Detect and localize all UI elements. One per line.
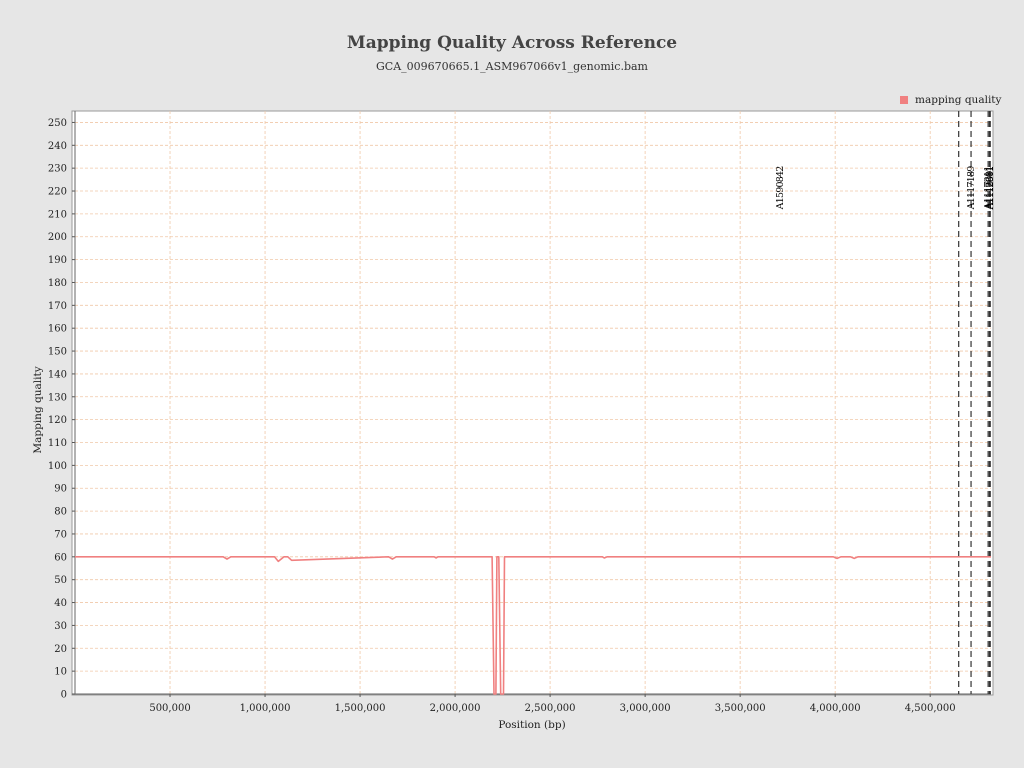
y-tick-label: 70 <box>54 529 67 540</box>
y-tick-label: 180 <box>48 278 67 289</box>
y-tick-label: 230 <box>48 164 67 175</box>
y-tick-label: 200 <box>48 232 67 243</box>
legend: mapping quality <box>900 94 1002 106</box>
y-tick-label: 150 <box>48 347 67 358</box>
y-tick-label: 110 <box>48 438 67 449</box>
y-tick-label: 130 <box>48 392 67 403</box>
x-axis-ticks: 500,000 1,000,000 1,500,000 2,000,000 2,500,… <box>75 693 991 714</box>
x-tick-label: 4,500,000 <box>905 703 956 714</box>
y-axis-label: Mapping quality <box>32 366 44 453</box>
legend-swatch <box>900 96 908 104</box>
legend-label: mapping quality <box>915 94 1002 106</box>
annotation-label: A1112811 <box>985 167 996 211</box>
y-tick-label: 100 <box>48 461 67 472</box>
x-tick-label: 1,500,000 <box>335 703 386 714</box>
x-tick-label: 500,000 <box>149 703 190 714</box>
y-tick-label: 140 <box>48 369 67 380</box>
x-tick-label: 3,000,000 <box>620 703 671 714</box>
y-tick-label: 240 <box>48 141 67 152</box>
y-tick-label: 10 <box>54 667 67 678</box>
gridlines <box>75 111 991 695</box>
y-tick-label: 50 <box>54 575 67 586</box>
chart-subtitle: GCA_009670665.1_ASM967066v1_genomic.bam <box>376 60 649 73</box>
series-layer <box>75 555 991 695</box>
y-tick-label: 190 <box>48 255 67 266</box>
series-line-mapping-quality <box>75 555 991 695</box>
x-axis-label: Position (bp) <box>498 719 565 731</box>
x-tick-label: 2,000,000 <box>430 703 481 714</box>
y-tick-label: 60 <box>54 552 67 563</box>
annotation-label: A1117211 <box>983 167 994 211</box>
y-tick-label: 20 <box>54 644 67 655</box>
y-tick-label: 160 <box>48 324 67 335</box>
y-tick-label: 170 <box>48 301 67 312</box>
y-tick-label: 80 <box>54 507 67 518</box>
y-tick-label: 30 <box>54 621 67 632</box>
annotation-label: A1117189 <box>966 166 977 211</box>
y-tick-label: 40 <box>54 598 67 609</box>
x-tick-label: 1,000,000 <box>240 703 291 714</box>
x-tick-label: 2,500,000 <box>525 703 576 714</box>
annotation-label: A1590842 <box>775 166 786 211</box>
x-tick-label: 3,500,000 <box>715 703 766 714</box>
y-axis-ticks: 0 10 20 30 40 50 60 70 80 90 100 110 120 130 140 150 160… <box>48 111 76 701</box>
y-tick-label: 90 <box>54 484 67 495</box>
chart-title: Mapping Quality Across Reference <box>347 33 677 53</box>
y-tick-label: 210 <box>48 209 67 220</box>
x-tick-label: 4,000,000 <box>810 703 861 714</box>
y-tick-label: 0 <box>61 690 67 701</box>
y-tick-label: 220 <box>48 187 67 198</box>
y-tick-label: 120 <box>48 415 67 426</box>
annotation-label: A1112881 <box>984 167 995 211</box>
y-tick-label: 250 <box>48 118 67 129</box>
plot-area <box>71 110 994 696</box>
